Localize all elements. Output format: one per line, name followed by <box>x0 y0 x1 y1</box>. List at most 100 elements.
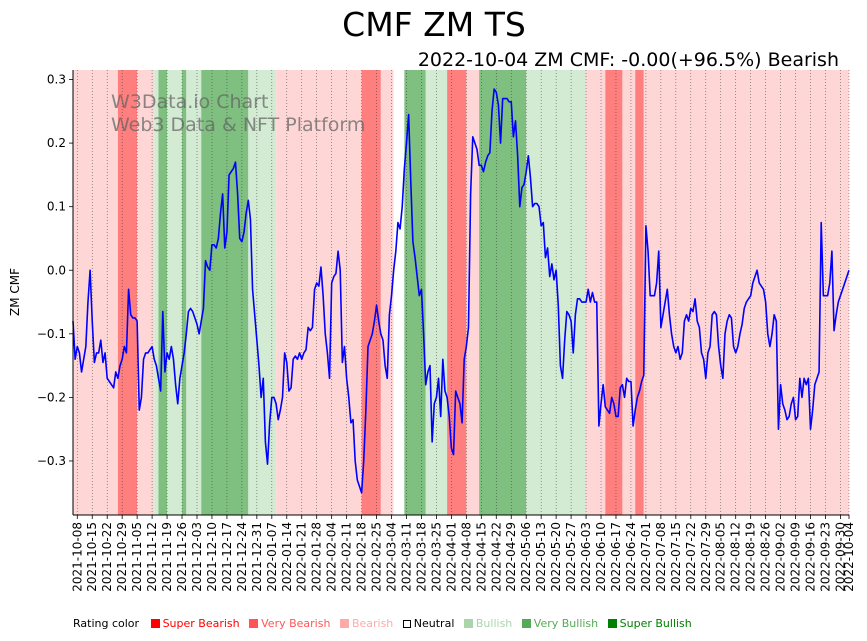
rating-band-very-bearish <box>605 70 623 515</box>
x-tick-label: 2022-02-18 <box>355 522 369 592</box>
rating-band-neutral <box>393 70 405 515</box>
rating-band-very-bullish <box>158 70 168 515</box>
x-tick-label: 2022-10-04 <box>842 522 856 592</box>
x-tick-label: 2021-12-31 <box>250 522 264 592</box>
legend-item-super-bullish: Super Bullish <box>607 617 695 630</box>
x-tick-label: 2022-04-08 <box>459 522 473 592</box>
x-tick-label: 2022-07-01 <box>639 522 653 592</box>
x-tick-label: 2022-02-11 <box>340 522 354 592</box>
legend-label: Bullish <box>475 617 513 630</box>
x-tick-label: 2021-11-12 <box>145 522 159 592</box>
legend-item-very-bearish: Very Bearish <box>249 617 333 630</box>
x-tick-label: 2022-03-04 <box>385 522 399 592</box>
x-tick-label: 2022-06-24 <box>624 522 638 592</box>
x-tick-label: 2022-01-28 <box>310 522 324 592</box>
legend-item-super-bearish: Super Bearish <box>150 617 243 630</box>
rating-band-very-bearish <box>635 70 644 515</box>
x-tick-label: 2021-10-22 <box>100 522 114 592</box>
y-tick-label: 0.1 <box>47 200 66 214</box>
x-tick-label: 2022-07-29 <box>699 522 713 592</box>
x-tick-label: 2022-09-09 <box>789 522 803 592</box>
rating-band-bearish <box>643 70 849 515</box>
x-tick-label: 2022-08-19 <box>744 522 758 592</box>
x-tick-label: 2022-09-16 <box>804 522 818 592</box>
x-tick-label: 2022-08-26 <box>759 522 773 592</box>
x-tick-label: 2022-09-30 <box>833 522 847 592</box>
rating-bands <box>73 70 849 515</box>
legend-label: Very Bullish <box>533 617 599 630</box>
x-tick-label: 2022-05-20 <box>549 522 563 592</box>
legend-item-very-bullish: Very Bullish <box>521 617 601 630</box>
legend-item-bullish: Bullish <box>463 617 515 630</box>
legend-label: Bearish <box>351 617 394 630</box>
x-tick-label: 2022-06-17 <box>609 522 623 592</box>
y-tick-label: −0.2 <box>37 390 66 404</box>
rating-band-bullish <box>154 70 159 515</box>
x-tick-label: 2021-10-08 <box>70 522 84 592</box>
x-tick-label: 2022-06-10 <box>594 522 608 592</box>
x-tick-label: 2022-08-05 <box>714 522 728 592</box>
watermark-line-1: W3Data.io Chart <box>111 91 268 113</box>
watermark-line-2: Web3 Data & NFT Platform <box>111 114 365 136</box>
x-tick-label: 2022-08-12 <box>729 522 743 592</box>
x-tick-label: 2022-02-04 <box>325 522 339 592</box>
x-tick-label: 2021-11-26 <box>175 522 189 592</box>
chart-title: CMF ZM TS <box>342 5 526 44</box>
rating-legend: Rating color Super Bearish Very Bearish … <box>73 617 698 630</box>
x-tick-label: 2022-04-15 <box>474 522 488 592</box>
x-tick-label: 2022-01-07 <box>265 522 279 592</box>
x-tick-label: 2022-03-11 <box>399 522 413 592</box>
x-tick-label: 2022-07-22 <box>684 522 698 592</box>
legend-label: Neutral <box>413 617 455 630</box>
x-tick-label: 2021-10-29 <box>115 522 129 592</box>
y-tick-label: 0.2 <box>47 136 66 150</box>
rating-band-very-bearish <box>447 70 467 515</box>
x-tick-label: 2021-12-03 <box>190 522 204 592</box>
x-tick-label: 2022-02-25 <box>370 522 384 592</box>
watermark: W3Data.io Chart Web3 Data & NFT Platform <box>111 91 365 136</box>
x-tick-label: 2021-10-15 <box>85 522 99 592</box>
x-tick-label: 2022-01-21 <box>295 522 309 592</box>
y-tick-label: −0.1 <box>37 327 66 341</box>
y-axis-ticks: −0.3 −0.2 −0.1 0.0 0.1 0.2 0.3 <box>37 73 73 468</box>
x-tick-label: 2022-05-13 <box>534 522 548 592</box>
x-tick-label: 2021-12-10 <box>205 522 219 592</box>
y-tick-label: 0.0 <box>47 263 66 277</box>
x-tick-label: 2022-04-22 <box>489 522 503 592</box>
cmf-series <box>72 88 850 494</box>
rating-band-bearish <box>380 70 394 515</box>
rating-band-very-bearish <box>117 70 138 515</box>
x-tick-label: 2021-11-19 <box>160 522 174 592</box>
x-tick-label: 2022-09-23 <box>818 522 832 592</box>
legend-label: Super Bearish <box>162 617 240 630</box>
chart-subtitle: 2022-10-04 ZM CMF: -0.00(+96.5%) Bearish <box>418 49 839 71</box>
x-tick-label: 2022-09-02 <box>774 522 788 592</box>
x-tick-label: 2022-05-27 <box>564 522 578 592</box>
rating-band-bullish <box>186 70 202 515</box>
legend-title: Rating color <box>73 617 140 630</box>
rating-band-bearish <box>137 70 155 515</box>
y-axis-label: ZM CMF <box>8 268 22 316</box>
legend-item-bearish: Bearish <box>339 617 396 630</box>
x-tick-label: 2022-01-14 <box>280 522 294 592</box>
rating-band-bullish <box>167 70 183 515</box>
x-tick-label: 2022-03-18 <box>414 522 428 592</box>
rating-band-very-bullish <box>479 70 527 515</box>
legend-label: Very Bearish <box>261 617 331 630</box>
x-axis-ticks: 2021-10-08 2021-10-15 2021-10-22 2021-10-29… <box>70 515 856 592</box>
x-tick-label: 2022-07-15 <box>669 522 683 592</box>
rating-band-very-bullish <box>201 70 249 515</box>
x-tick-label: 2021-12-24 <box>235 522 249 592</box>
rating-band-bearish <box>622 70 636 515</box>
rating-band-very-bullish <box>404 70 426 515</box>
cmf-line <box>72 88 850 494</box>
x-tick-label: 2022-05-06 <box>519 522 533 592</box>
x-tick-label: 2022-07-08 <box>654 522 668 592</box>
y-tick-label: −0.3 <box>37 454 66 468</box>
x-tick-label: 2022-04-29 <box>504 522 518 592</box>
rating-band-bearish <box>276 70 362 515</box>
x-tick-label: 2022-03-25 <box>429 522 443 592</box>
rating-band-very-bullish <box>182 70 187 515</box>
x-tick-label: 2021-12-17 <box>220 522 234 592</box>
